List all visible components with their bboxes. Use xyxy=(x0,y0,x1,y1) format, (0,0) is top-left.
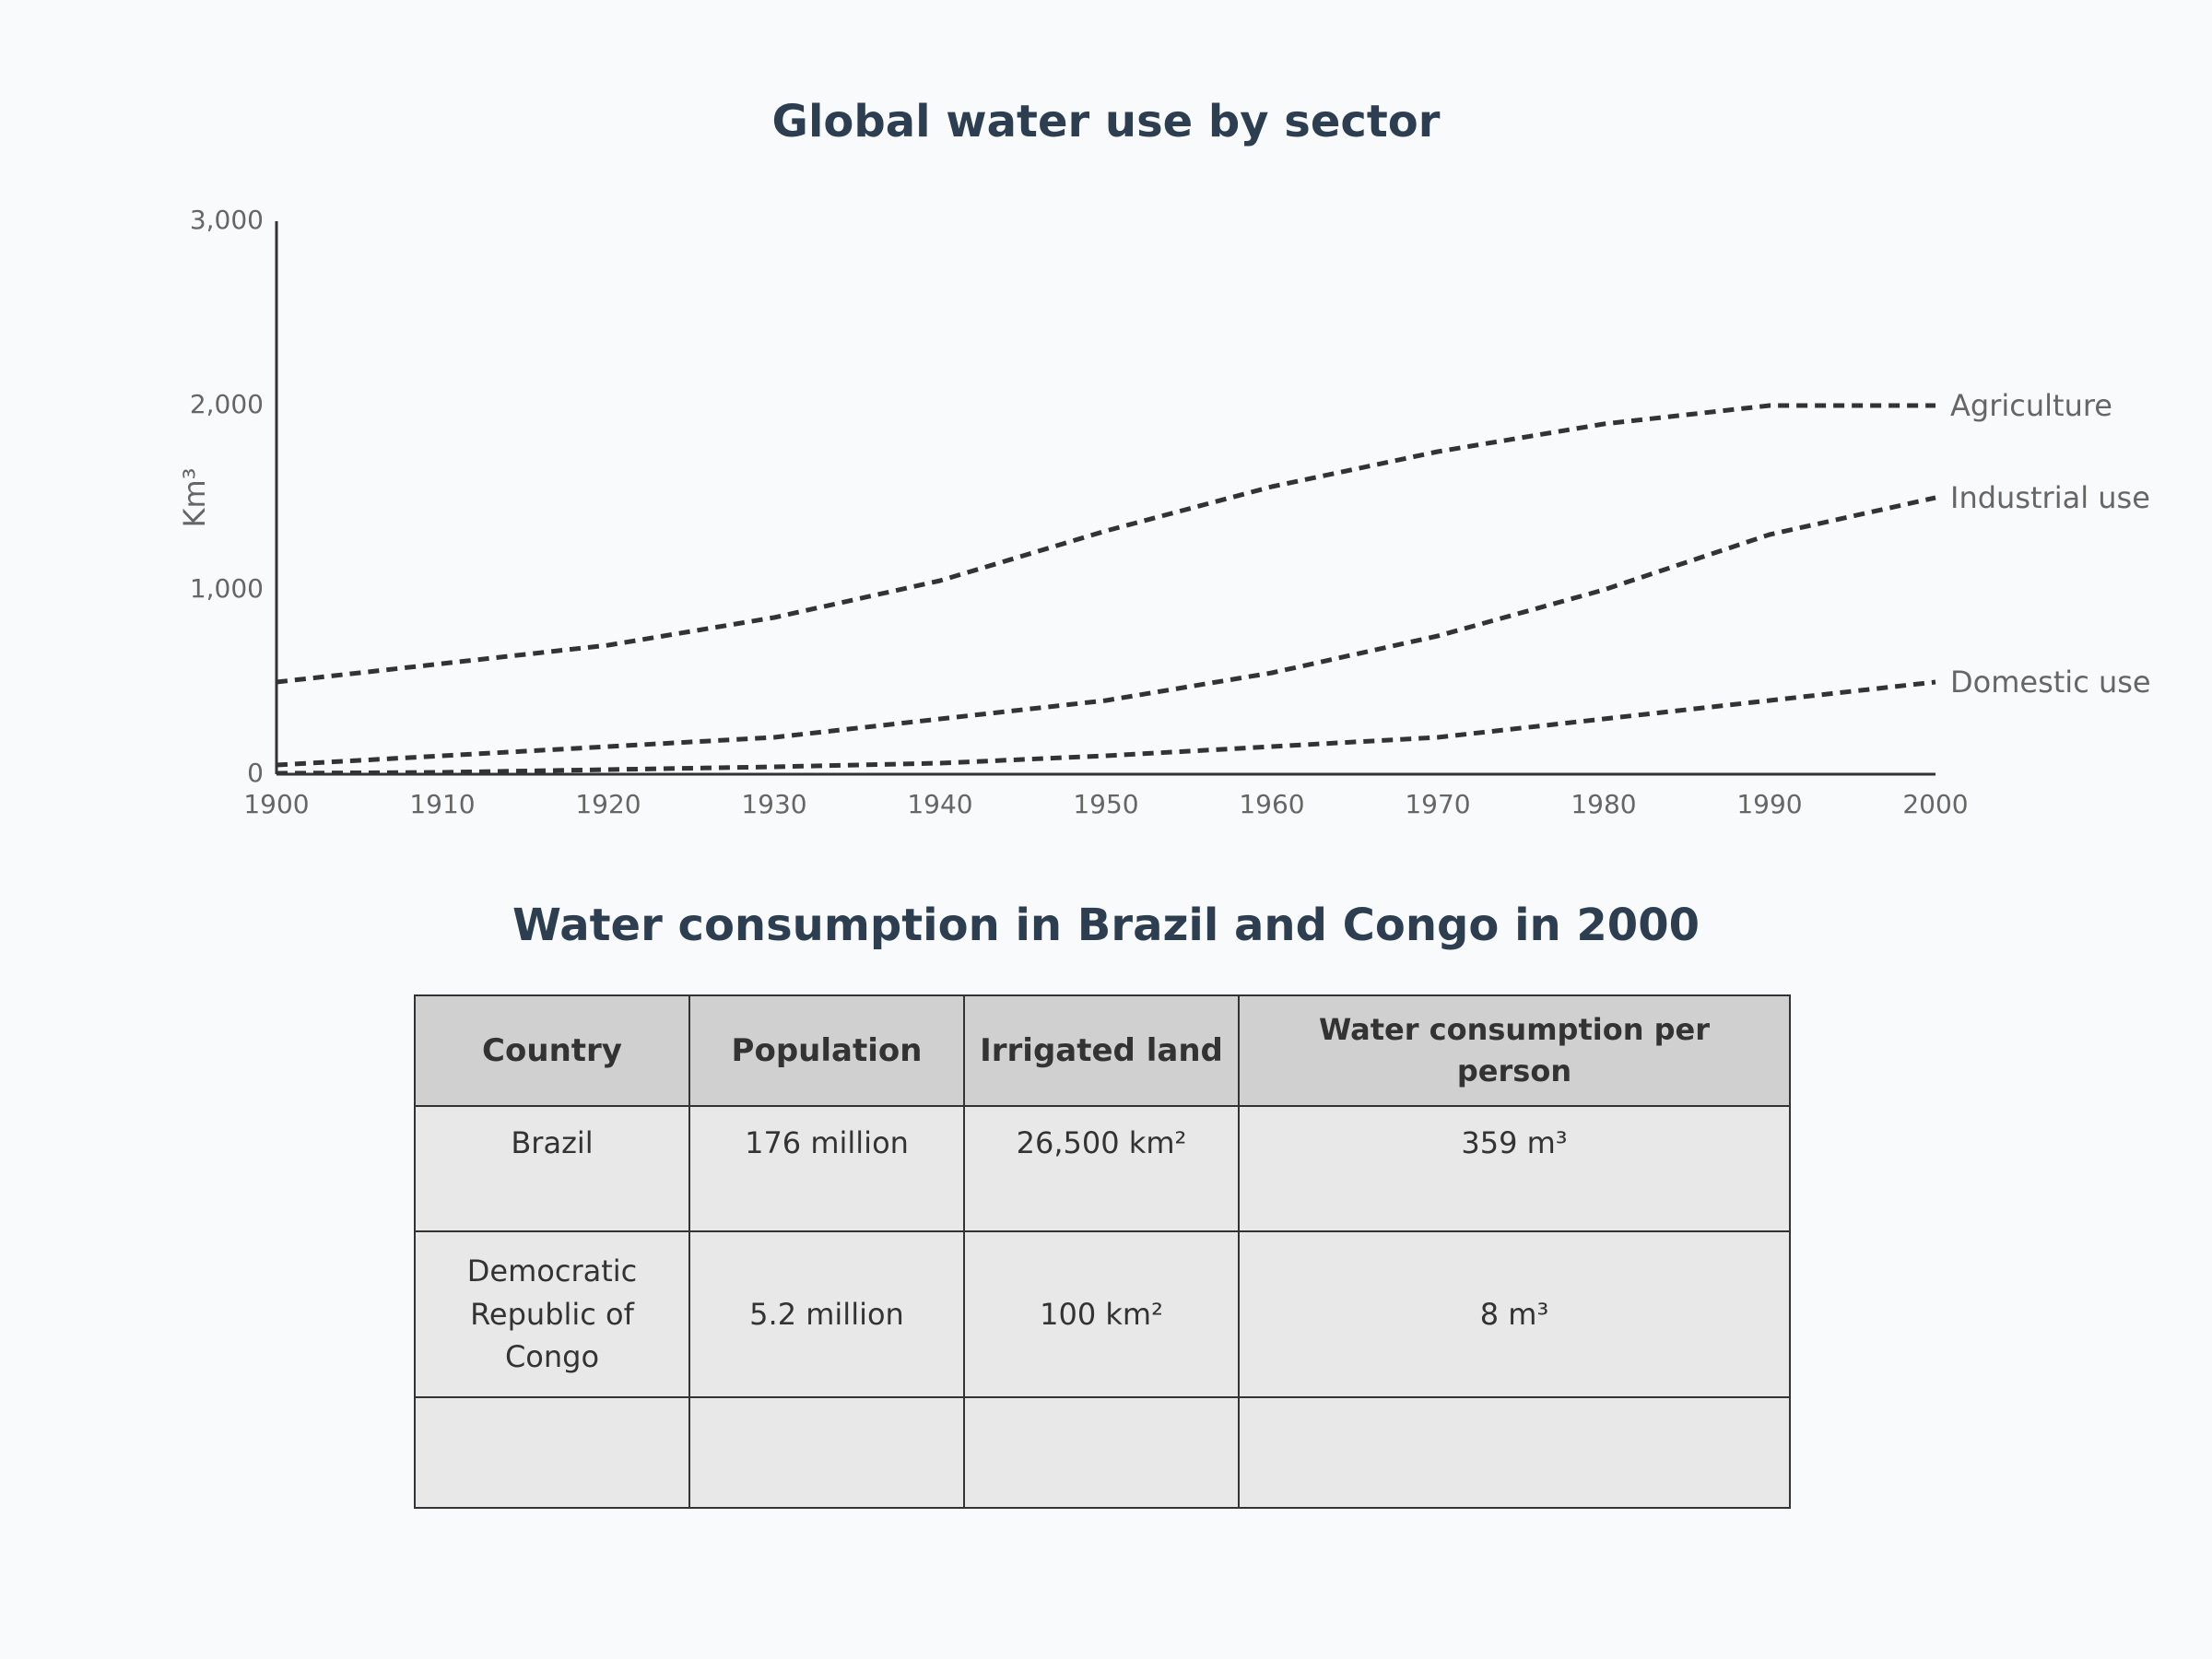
x-tick-label: 1960 xyxy=(1239,789,1304,819)
header-irrigated-land: Irrigated land xyxy=(963,994,1240,1107)
water-consumption-table: Country Population Irrigated land Water … xyxy=(414,994,1791,1509)
table-row: Democratic Republic of Congo 5.2 million… xyxy=(414,1230,1791,1398)
y-tick-label: 1,000 xyxy=(190,573,264,604)
cell-empty xyxy=(1238,1396,1791,1509)
header-population: Population xyxy=(688,994,965,1107)
series-label-agriculture: Agriculture xyxy=(1950,388,2112,423)
table-row-empty xyxy=(414,1396,1791,1509)
x-tick-label: 1940 xyxy=(907,789,972,819)
table-row: Brazil 176 million 26,500 km² 359 m³ xyxy=(414,1105,1791,1232)
chart-title: Global water use by sector xyxy=(771,96,1441,147)
series-line-industrial-use xyxy=(276,495,1936,768)
series-label-industrial-use: Industrial use xyxy=(1950,480,2150,515)
x-tick-label: 1920 xyxy=(575,789,641,819)
line-chart: 0 1,000 2,000 3,000 1900 1910 1920 1930 1940 195… xyxy=(177,205,2151,819)
y-tick-label: 2,000 xyxy=(190,389,264,419)
x-tick-label: 1910 xyxy=(409,789,475,819)
x-tick-label: 2000 xyxy=(1902,789,1968,819)
series-line-domestic-use xyxy=(276,679,1936,776)
cell-country-text: Democratic Republic of Congo xyxy=(466,1253,638,1375)
table-title: Water consumption in Brazil and Congo in… xyxy=(512,900,1700,951)
cell-country: Brazil xyxy=(414,1105,690,1232)
series-label-domestic-use: Domestic use xyxy=(1950,665,2151,700)
x-tick-label: 1980 xyxy=(1571,789,1636,819)
y-axis-label: Km³ xyxy=(177,468,212,528)
header-country: Country xyxy=(414,994,690,1107)
cell-population: 5.2 million xyxy=(688,1230,965,1398)
x-tick-label: 1990 xyxy=(1736,789,1802,819)
x-tick-label: 1930 xyxy=(741,789,806,819)
table-header-row: Country Population Irrigated land Water … xyxy=(414,994,1791,1107)
cell-empty xyxy=(963,1396,1240,1509)
header-water-consumption: Water consumption per person xyxy=(1238,994,1791,1107)
cell-water-consumption: 8 m³ xyxy=(1238,1230,1791,1398)
x-tick-label: 1900 xyxy=(243,789,309,819)
cell-population: 176 million xyxy=(688,1105,965,1232)
series-line-agriculture xyxy=(276,403,1936,685)
x-tick-label: 1950 xyxy=(1073,789,1138,819)
y-tick-label: 3,000 xyxy=(190,205,264,235)
cell-empty xyxy=(414,1396,690,1509)
cell-water-consumption: 359 m³ xyxy=(1238,1105,1791,1232)
y-tick-label: 0 xyxy=(247,758,264,788)
header-water-consumption-text: Water consumption per person xyxy=(1318,1012,1711,1088)
cell-country: Democratic Republic of Congo xyxy=(414,1230,690,1398)
cell-irrigated-land: 100 km² xyxy=(963,1230,1240,1398)
cell-irrigated-land: 26,500 km² xyxy=(963,1105,1240,1232)
x-tick-label: 1970 xyxy=(1405,789,1470,819)
cell-empty xyxy=(688,1396,965,1509)
